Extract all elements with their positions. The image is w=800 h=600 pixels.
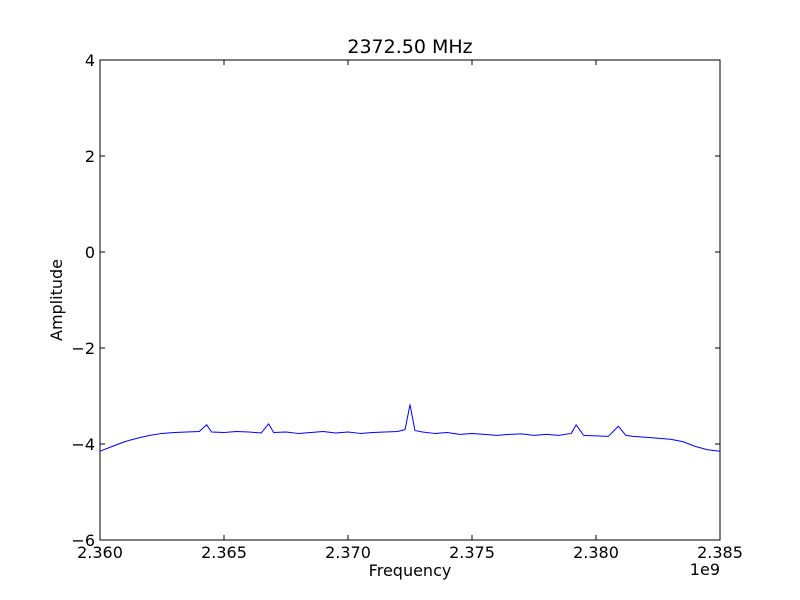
x-axis-label: Frequency xyxy=(369,561,452,580)
y-tick-label: −4 xyxy=(71,435,95,454)
x-tick-label: 2.375 xyxy=(449,543,495,562)
x-tick-label: 2.360 xyxy=(77,543,123,562)
y-tick-label: −6 xyxy=(71,531,95,550)
plot-area: 2.360 2.365 2.370 2.375 2.380 2.385 −6 −4 −2 0 2 4 xyxy=(71,51,743,562)
x-tick-label: 2.380 xyxy=(573,543,619,562)
y-tick-label: −2 xyxy=(71,339,95,358)
series-layer xyxy=(99,404,721,452)
y-tick-label: 4 xyxy=(85,51,95,70)
x-tick-label: 2.385 xyxy=(697,543,743,562)
y-axis-ticks: −6 −4 −2 0 2 4 xyxy=(71,51,720,550)
series-line-0 xyxy=(99,404,721,452)
y-axis-label: Amplitude xyxy=(47,259,66,341)
x-offset-label: 1e9 xyxy=(690,560,720,579)
x-tick-label: 2.370 xyxy=(325,543,371,562)
y-tick-label: 0 xyxy=(85,243,95,262)
x-axis-ticks: 2.360 2.365 2.370 2.375 2.380 2.385 xyxy=(77,60,743,562)
axes-frame xyxy=(99,59,721,541)
y-tick-label: 2 xyxy=(85,147,95,166)
chart-title: 2372.50 MHz xyxy=(347,36,472,58)
x-tick-label: 2.365 xyxy=(201,543,247,562)
